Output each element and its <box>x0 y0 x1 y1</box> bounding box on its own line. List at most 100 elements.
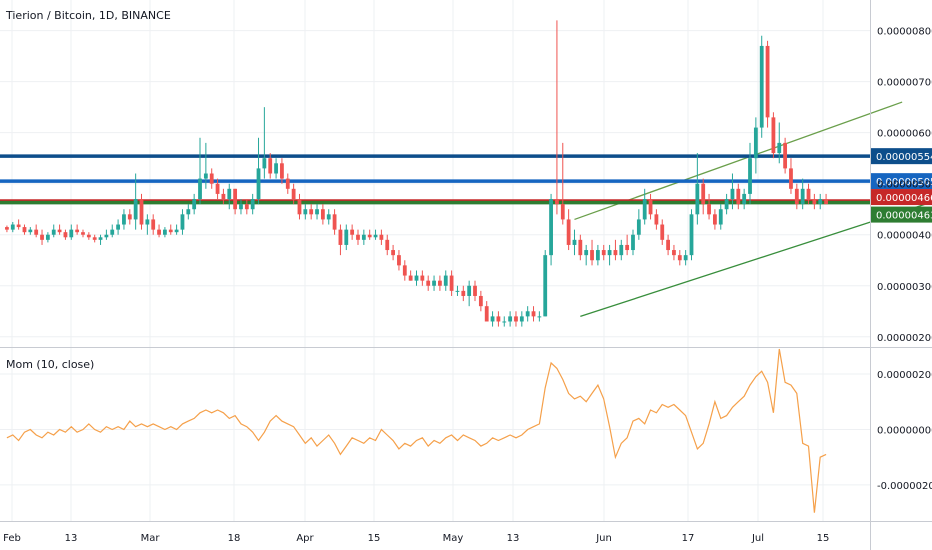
candle-body <box>379 234 384 240</box>
candle-body <box>92 237 97 240</box>
candle-body <box>824 199 828 205</box>
candle-body <box>163 229 167 235</box>
candle-body <box>677 255 682 261</box>
candle-body <box>34 229 39 235</box>
candle-body <box>519 316 524 322</box>
momentum-series <box>6 348 827 513</box>
price-line-label: 0.00000554 <box>876 152 932 163</box>
candle-body <box>414 275 419 281</box>
time-tick-label: 15 <box>817 533 830 544</box>
candle-body <box>701 183 706 205</box>
price-tick-label: 0.00000800 <box>877 27 932 38</box>
candle-body <box>145 219 150 225</box>
price-line-badge <box>871 206 932 223</box>
candle-body <box>812 199 817 205</box>
candle-body <box>180 214 185 230</box>
candle-body <box>198 178 202 200</box>
candle-body <box>157 229 161 235</box>
candle-body <box>133 199 138 220</box>
candlestick-series <box>5 20 828 327</box>
momentum-tick-label: -0.00000200 <box>877 481 932 492</box>
candle-body <box>525 311 530 317</box>
candle-body <box>613 250 618 256</box>
price-tick-label: 0.00000300 <box>877 282 932 293</box>
candle-body <box>227 188 232 200</box>
candle-body <box>432 280 436 286</box>
candle-body <box>689 214 694 256</box>
candle-body <box>45 234 50 240</box>
candle-body <box>174 229 179 233</box>
candle-body <box>127 214 132 220</box>
candle-body <box>619 244 624 256</box>
candle-body <box>636 219 641 235</box>
candle-body <box>268 158 273 174</box>
symbol-title: Tierion / Bitcoin, 1D, BINANCE <box>6 9 171 22</box>
time-tick-label: 15 <box>368 533 381 544</box>
candle-body <box>537 316 542 318</box>
candle-body <box>151 219 156 230</box>
candle-body <box>753 127 758 159</box>
candle-body <box>806 188 811 200</box>
candle-body <box>86 234 91 238</box>
candle-body <box>566 219 571 245</box>
candle-body <box>789 168 793 189</box>
candle-body <box>303 209 308 215</box>
candle-body <box>250 199 255 210</box>
candle-body <box>361 234 366 240</box>
time-tick-label: 17 <box>682 533 695 544</box>
candle-body <box>51 229 56 235</box>
candle-body <box>818 199 823 205</box>
candle-body <box>666 239 670 251</box>
time-tick-label: 13 <box>65 533 78 544</box>
candle-body <box>420 275 425 281</box>
candle-body <box>16 224 21 228</box>
price-line-label: 0.00000466 <box>876 193 932 204</box>
candle-body <box>139 199 144 225</box>
candle-body <box>625 244 630 251</box>
candle-body <box>490 316 495 322</box>
candle-body <box>438 280 442 286</box>
candle-body <box>69 229 74 238</box>
candle-body <box>783 142 788 169</box>
indicator-title: Mom (10, close) <box>6 358 95 371</box>
candle-body <box>233 188 238 210</box>
candle-body <box>397 255 401 266</box>
candle-body <box>373 234 378 238</box>
price-tick-label: 0.00000200 <box>877 333 932 344</box>
candle-body <box>10 224 15 230</box>
candle-body <box>800 188 805 205</box>
price-line-badge <box>871 173 932 190</box>
candle-body <box>28 229 33 233</box>
candle-body <box>309 209 314 215</box>
candle-body <box>648 199 653 215</box>
candle-body <box>473 285 477 296</box>
candle-body <box>759 45 764 128</box>
candle-body <box>695 183 700 215</box>
candle-body <box>40 234 44 240</box>
candle-body <box>168 229 173 233</box>
candle-body <box>654 214 659 225</box>
candle-body <box>672 250 676 256</box>
candle-body <box>338 229 343 245</box>
candle-body <box>549 199 553 256</box>
candle-body <box>408 275 413 281</box>
candle-body <box>262 158 267 169</box>
candle-body <box>572 239 577 245</box>
candle-body <box>555 199 559 205</box>
momentum-tick-label: 0.00000000 <box>877 425 932 436</box>
candle-body <box>631 234 635 251</box>
price-tick-label: 0.00000500 <box>877 180 932 191</box>
candle-body <box>467 285 472 296</box>
candle-body <box>244 204 249 210</box>
candle-body <box>332 214 337 230</box>
candle-body <box>367 234 372 238</box>
candle-body <box>256 168 261 200</box>
candle-body <box>683 255 688 261</box>
candle-body <box>22 227 27 233</box>
candle-body <box>443 275 448 286</box>
candle-body <box>285 178 290 189</box>
candle-body <box>356 234 360 240</box>
candle-body <box>765 45 770 118</box>
candle-body <box>291 188 296 200</box>
